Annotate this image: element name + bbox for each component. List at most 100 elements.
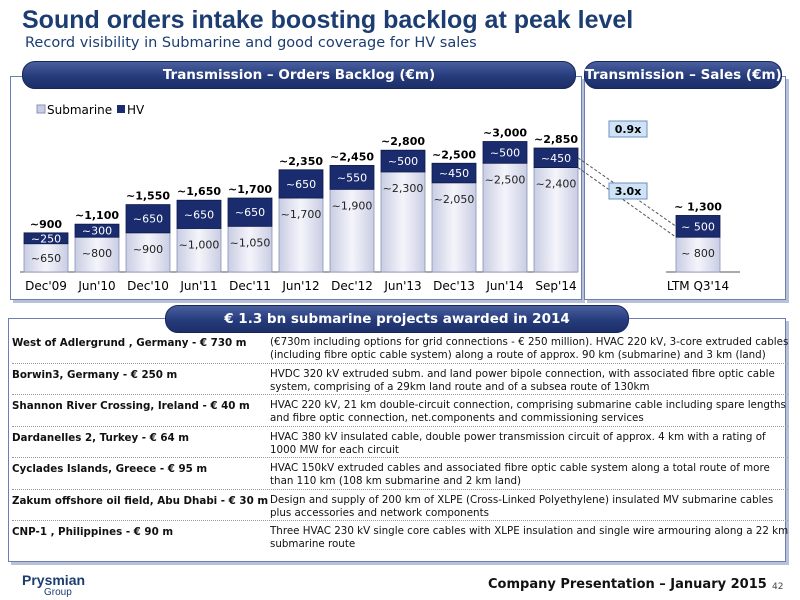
legend-submarine-swatch xyxy=(36,104,46,114)
bar-hv xyxy=(380,149,426,173)
project-description: HVAC 380 kV insulated cable, double powe… xyxy=(270,430,766,456)
logo-group-text: Group xyxy=(44,587,72,598)
submarine-value-label: ~2,400 xyxy=(536,178,577,191)
x-tick-label: LTM Q3'14 xyxy=(667,279,729,293)
hv-value-label: ~300 xyxy=(82,225,112,238)
x-tick-label: Dec'10 xyxy=(127,279,169,293)
hv-value-label: ~250 xyxy=(31,232,61,245)
hv-value-label: ~ 500 xyxy=(681,220,715,233)
bar-hv xyxy=(23,232,69,245)
total-value-label: ~2,350 xyxy=(279,155,323,168)
bar-hv xyxy=(431,162,477,184)
project-row: West of Adlergrund , Germany - € 730 m (€… xyxy=(12,333,788,367)
bar-submarine xyxy=(533,167,579,273)
x-tick-label: Sep'14 xyxy=(535,279,576,293)
project-description: HVDC 320 kV extruded subm. and land powe… xyxy=(270,367,775,393)
row-divider xyxy=(12,362,788,364)
submarine-value-label: ~2,050 xyxy=(434,193,475,206)
project-description: (€730m including options for grid connec… xyxy=(270,336,789,361)
submarine-value-label: ~900 xyxy=(133,243,163,256)
row-divider xyxy=(12,425,788,427)
project-description: HVAC 220 kV, 21 km double-circuit connec… xyxy=(270,399,786,424)
total-value-label: ~900 xyxy=(30,218,63,231)
x-tick-label: Dec'09 xyxy=(25,279,67,293)
bar-submarine xyxy=(23,243,69,273)
x-tick-label: Dec'13 xyxy=(433,279,475,293)
logo-wordmark: Prysmian xyxy=(22,572,86,588)
ratio-hv-label: 0.9x xyxy=(615,123,642,136)
page-subtitle: Record visibility in Submarine and good … xyxy=(25,35,477,51)
bar-submarine xyxy=(675,236,721,273)
bar-hv xyxy=(176,199,222,229)
total-value-label: ~1,100 xyxy=(75,209,119,222)
row-divider xyxy=(12,488,788,490)
project-row: CNP-1 , Philippines - € 90 m Three HVAC 2… xyxy=(12,522,788,556)
row-divider xyxy=(12,457,788,458)
project-name: Borwin3, Germany - € 250 m xyxy=(12,368,178,381)
project-name: Dardanelles 2, Turkey - € 64 m xyxy=(12,431,190,444)
ratio-connector-submarine xyxy=(577,167,677,238)
row-divider xyxy=(12,520,788,521)
x-tick-label: Jun'11 xyxy=(179,279,217,293)
submarine-value-label: ~1,000 xyxy=(179,239,220,252)
submarine-value-label: ~1,050 xyxy=(230,236,271,249)
legend-submarine-label: Submarine xyxy=(47,103,112,117)
submarine-value-label: ~2,500 xyxy=(485,173,526,186)
total-value-label: ~1,550 xyxy=(126,190,170,203)
hv-value-label: ~650 xyxy=(235,206,265,219)
page-title: Sound orders intake boosting backlog at … xyxy=(22,6,634,34)
project-row: Dardanelles 2, Turkey - € 64 m HVAC 380 k… xyxy=(12,428,788,462)
bar-submarine xyxy=(278,197,324,273)
bar-submarine xyxy=(74,236,120,273)
project-description: Design and supply of 200 km of XLPE (Cro… xyxy=(270,493,774,519)
submarine-value-label: ~2,300 xyxy=(383,182,424,195)
bar-hv xyxy=(278,169,324,199)
bar-submarine xyxy=(125,232,171,273)
bar-submarine xyxy=(431,182,477,273)
bar-submarine xyxy=(176,228,222,273)
bar-submarine xyxy=(329,188,375,273)
total-value-label: ~2,800 xyxy=(381,135,425,148)
project-name: Shannon River Crossing, Ireland - € 40 m xyxy=(12,400,250,412)
legend-hv-swatch xyxy=(117,105,125,113)
projects-panel-title: € 1.3 bn submarine projects awarded in 2… xyxy=(165,305,629,333)
ratio-hv-box xyxy=(608,120,648,138)
hv-value-label: ~450 xyxy=(541,152,571,165)
project-description: HVAC 150kV extruded cables and associate… xyxy=(270,462,770,487)
project-name: Cyclades Islands, Greece - € 95 m xyxy=(12,463,208,475)
backlog-chart: Submarine HV ~650~250~900Dec'09~800~300~… xyxy=(20,103,740,293)
project-row: Borwin3, Germany - € 250 m HVDC 320 kV ex… xyxy=(12,365,788,399)
x-tick-label: Jun'13 xyxy=(383,279,421,293)
project-row: Cyclades Islands, Greece - € 95 m HVAC 15… xyxy=(12,459,788,493)
x-tick-label: Dec'12 xyxy=(331,279,373,293)
bar-hv xyxy=(675,215,721,238)
footer-text: Company Presentation – January 2015 xyxy=(488,577,767,592)
submarine-value-label: ~ 800 xyxy=(681,247,715,260)
sales-panel-title: Transmission – Sales (€m) xyxy=(584,61,782,89)
submarine-value-label: ~1,700 xyxy=(281,208,322,221)
total-value-label: ~3,000 xyxy=(483,127,527,140)
hv-value-label: ~500 xyxy=(490,146,520,159)
bar-submarine xyxy=(227,225,273,273)
total-value-label: ~1,650 xyxy=(177,185,221,198)
legend-hv-label: HV xyxy=(127,103,145,117)
total-value-label: ~2,500 xyxy=(432,148,476,161)
ratio-submarine-box xyxy=(608,182,648,200)
project-name: West of Adlergrund , Germany - € 730 m xyxy=(12,337,247,349)
bar-hv xyxy=(329,165,375,190)
project-name: Zakum offshore oil field, Abu Dhabi - € … xyxy=(12,494,269,507)
x-tick-label: Jun'12 xyxy=(281,279,319,293)
hv-value-label: ~650 xyxy=(133,213,163,226)
total-value-label: ~2,450 xyxy=(330,150,374,163)
x-tick-label: Jun'14 xyxy=(485,279,523,293)
total-value-label: ~2,850 xyxy=(534,133,578,146)
page-number: 42 xyxy=(772,582,784,592)
bar-submarine xyxy=(380,171,426,273)
backlog-panel-title: Transmission – Orders Backlog (€m) xyxy=(22,61,576,89)
project-description: Three HVAC 230 kV single core cables wit… xyxy=(270,525,789,550)
bar-hv xyxy=(125,204,171,234)
hv-value-label: ~450 xyxy=(439,167,469,180)
hv-value-label: ~550 xyxy=(337,171,367,184)
submarine-value-label: ~800 xyxy=(82,247,112,260)
project-row: Shannon River Crossing, Ireland - € 40 m… xyxy=(12,396,788,430)
